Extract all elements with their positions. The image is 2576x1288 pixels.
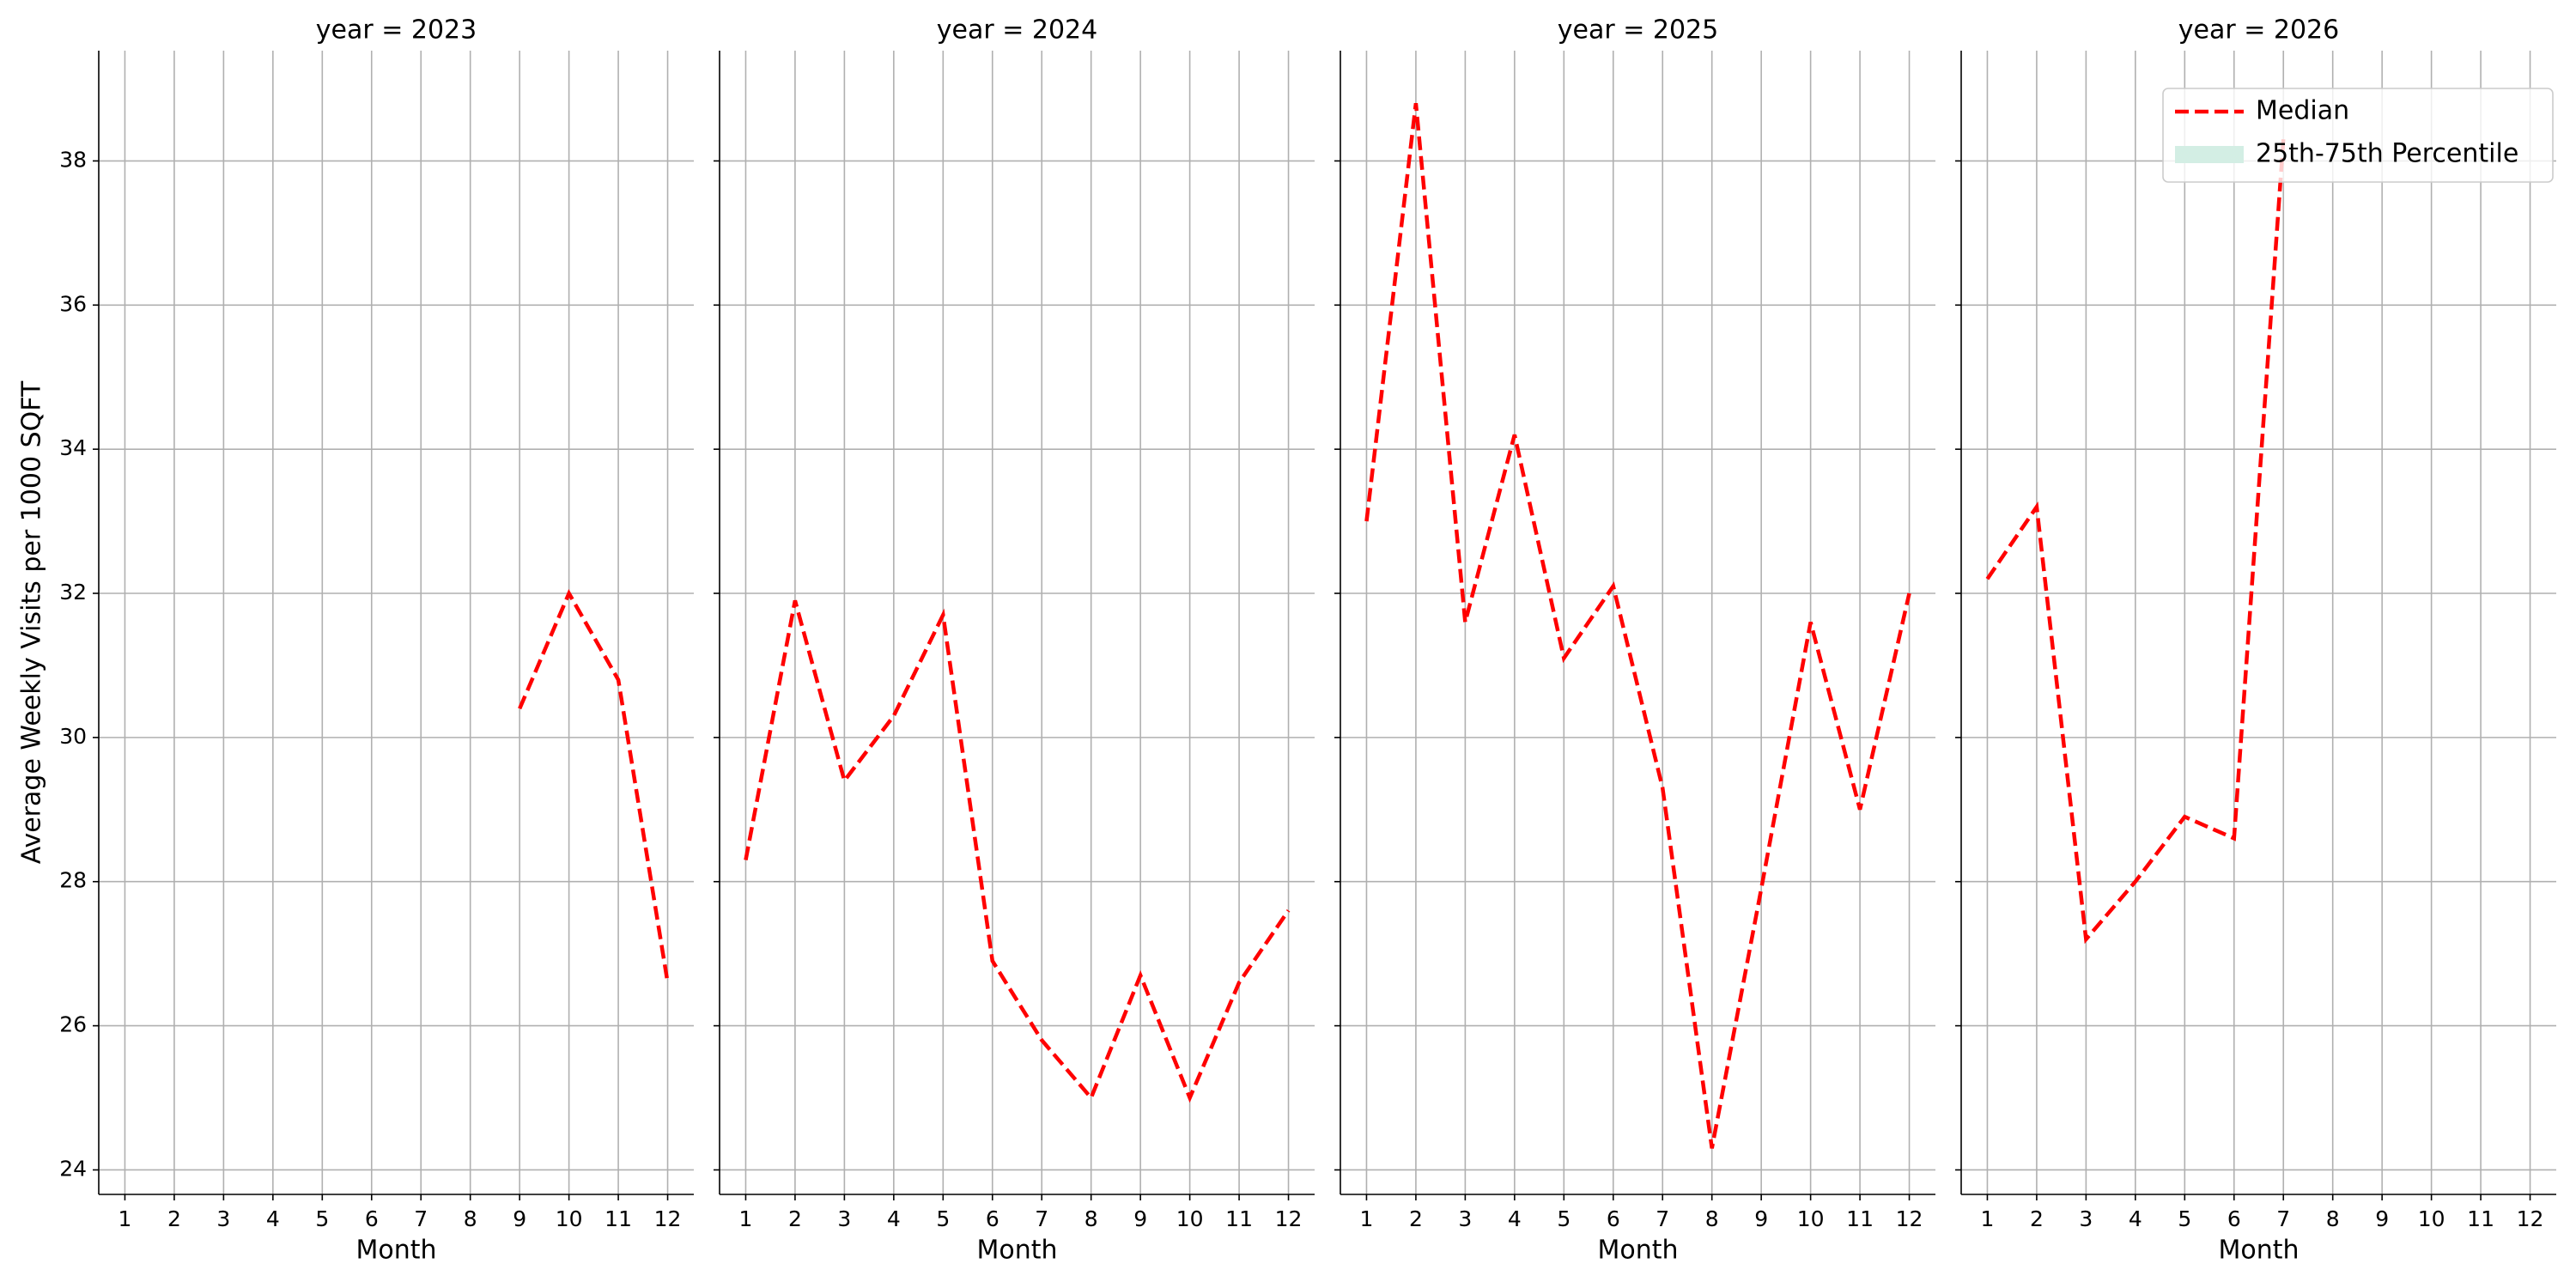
x-tick-label: 9: [513, 1206, 526, 1231]
x-tick-label: 11: [1225, 1206, 1253, 1231]
y-tick-label: 24: [59, 1156, 87, 1181]
x-tick-label: 11: [1846, 1206, 1874, 1231]
x-tick-label: 10: [2418, 1206, 2445, 1231]
x-tick-label: 2: [167, 1206, 181, 1231]
x-tick-label: 3: [216, 1206, 230, 1231]
x-tick-label: 9: [2375, 1206, 2389, 1231]
facet-title: year = 2023: [316, 15, 477, 46]
x-axis-label: Month: [976, 1236, 1057, 1266]
y-tick-label: 32: [59, 580, 87, 605]
x-tick-label: 8: [464, 1206, 477, 1231]
x-tick-label: 6: [2227, 1206, 2241, 1231]
median-line: [518, 588, 670, 983]
x-tick-label: 10: [1797, 1206, 1825, 1231]
y-tick-label: 38: [59, 147, 87, 172]
x-tick-label: 8: [2326, 1206, 2340, 1231]
x-tick-label: 5: [315, 1206, 329, 1231]
x-tick-label: 1: [118, 1206, 132, 1231]
x-axis-label: Month: [2218, 1236, 2299, 1266]
x-tick-label: 2: [788, 1206, 802, 1231]
x-tick-label: 4: [887, 1206, 901, 1231]
x-tick-label: 3: [1458, 1206, 1472, 1231]
x-tick-label: 6: [1607, 1206, 1620, 1231]
x-tick-label: 7: [2276, 1206, 2290, 1231]
x-tick-label: 4: [1508, 1206, 1522, 1231]
x-tick-label: 12: [654, 1206, 682, 1231]
median-line: [744, 599, 1291, 1103]
x-tick-label: 11: [605, 1206, 632, 1231]
x-tick-label: 5: [1557, 1206, 1571, 1231]
x-tick-label: 3: [2079, 1206, 2093, 1231]
legend-label: 25th-75th Percentile: [2256, 139, 2518, 169]
x-tick-label: 4: [266, 1206, 280, 1231]
x-axis-label: Month: [1597, 1236, 1678, 1266]
y-tick-label: 36: [59, 291, 87, 316]
y-axis-label: Average Weekly Visits per 1000 SQFT: [17, 380, 47, 864]
x-tick-label: 5: [936, 1206, 950, 1231]
x-tick-label: 7: [1035, 1206, 1048, 1231]
x-tick-label: 7: [414, 1206, 428, 1231]
x-tick-label: 5: [2178, 1206, 2191, 1231]
y-tick-label: 30: [59, 724, 87, 749]
x-tick-label: 8: [1705, 1206, 1719, 1231]
x-tick-label: 1: [739, 1206, 753, 1231]
x-axis-label: Month: [355, 1236, 436, 1266]
y-tick-label: 26: [59, 1012, 87, 1037]
facet-title: year = 2025: [1558, 15, 1719, 46]
x-tick-label: 9: [1133, 1206, 1147, 1231]
x-tick-label: 10: [556, 1206, 583, 1231]
x-tick-label: 6: [365, 1206, 379, 1231]
x-tick-label: 2: [2030, 1206, 2044, 1231]
x-tick-label: 1: [1360, 1206, 1374, 1231]
x-tick-label: 2: [1409, 1206, 1423, 1231]
x-tick-label: 12: [1275, 1206, 1303, 1231]
legend-label: Median: [2256, 96, 2349, 126]
x-tick-label: 1: [1981, 1206, 1995, 1231]
x-tick-label: 8: [1084, 1206, 1098, 1231]
x-tick-label: 10: [1176, 1206, 1204, 1231]
legend-swatch: [2175, 146, 2244, 163]
median-line: [1364, 103, 1911, 1149]
x-tick-label: 11: [2467, 1206, 2494, 1231]
y-tick-label: 34: [59, 435, 87, 460]
x-tick-label: 6: [986, 1206, 999, 1231]
x-tick-label: 12: [2517, 1206, 2544, 1231]
x-tick-label: 12: [1896, 1206, 1923, 1231]
facet-title: year = 2024: [937, 15, 1098, 46]
median-line: [1985, 139, 2286, 945]
x-tick-label: 4: [2129, 1206, 2142, 1231]
y-tick-label: 28: [59, 868, 87, 893]
x-tick-label: 9: [1754, 1206, 1768, 1231]
legend-box: [2162, 88, 2554, 183]
x-tick-label: 3: [837, 1206, 851, 1231]
x-tick-label: 7: [1656, 1206, 1669, 1231]
facet-title: year = 2026: [2178, 15, 2340, 46]
